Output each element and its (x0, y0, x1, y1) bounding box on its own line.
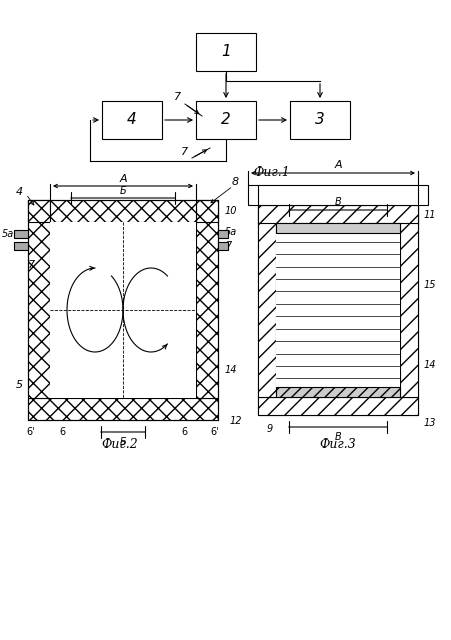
Text: А: А (119, 174, 127, 184)
Bar (28, 398, 217, 420)
Bar (28, 200, 50, 222)
Bar (196, 33, 255, 71)
Bar (399, 205, 417, 397)
Bar (196, 200, 217, 222)
Text: 5а: 5а (225, 227, 237, 237)
Bar (276, 223, 399, 397)
Bar (102, 101, 161, 139)
Text: 7: 7 (174, 92, 181, 102)
Text: 3: 3 (314, 113, 324, 127)
Text: 4: 4 (16, 187, 23, 197)
Text: Фиг.3: Фиг.3 (319, 438, 355, 451)
Bar (258, 205, 417, 415)
Bar (248, 185, 427, 205)
Text: 5: 5 (16, 380, 23, 390)
Text: 14: 14 (225, 365, 237, 375)
Bar (50, 200, 196, 222)
Bar (276, 223, 399, 233)
Bar (258, 205, 276, 397)
Bar (217, 230, 227, 238)
Text: А: А (333, 160, 341, 170)
Text: 12: 12 (229, 416, 242, 426)
Text: 7: 7 (181, 147, 188, 157)
Bar (28, 200, 50, 398)
Text: 9: 9 (266, 424, 272, 434)
Text: 6': 6' (210, 427, 219, 437)
Text: 7: 7 (225, 241, 231, 251)
Text: 6': 6' (27, 427, 35, 437)
Text: 1: 1 (221, 45, 230, 60)
Bar (276, 387, 399, 397)
Bar (217, 242, 227, 250)
Text: 6: 6 (59, 427, 65, 437)
Text: 5а: 5а (2, 229, 14, 239)
Text: Б: Б (120, 186, 126, 196)
Bar (258, 205, 417, 223)
Text: 8: 8 (231, 177, 239, 187)
Text: В: В (334, 432, 341, 442)
Text: Б: Б (120, 437, 126, 447)
Bar (14, 242, 28, 250)
Text: 11: 11 (423, 210, 436, 220)
Text: 7: 7 (28, 260, 36, 270)
Text: 2: 2 (221, 113, 230, 127)
Text: 15: 15 (423, 280, 436, 290)
Text: В: В (334, 197, 341, 207)
Bar (14, 230, 28, 238)
Text: 13: 13 (423, 418, 436, 428)
Text: Фиг.1: Фиг.1 (253, 166, 290, 179)
Text: 14: 14 (423, 360, 436, 370)
Bar (196, 200, 217, 398)
Bar (50, 222, 196, 398)
Bar (290, 101, 349, 139)
Text: 6: 6 (180, 427, 187, 437)
Text: Фиг.2: Фиг.2 (101, 438, 138, 451)
Text: 4: 4 (127, 113, 137, 127)
Bar (196, 101, 255, 139)
Text: 10: 10 (225, 206, 237, 216)
Bar (258, 397, 417, 415)
